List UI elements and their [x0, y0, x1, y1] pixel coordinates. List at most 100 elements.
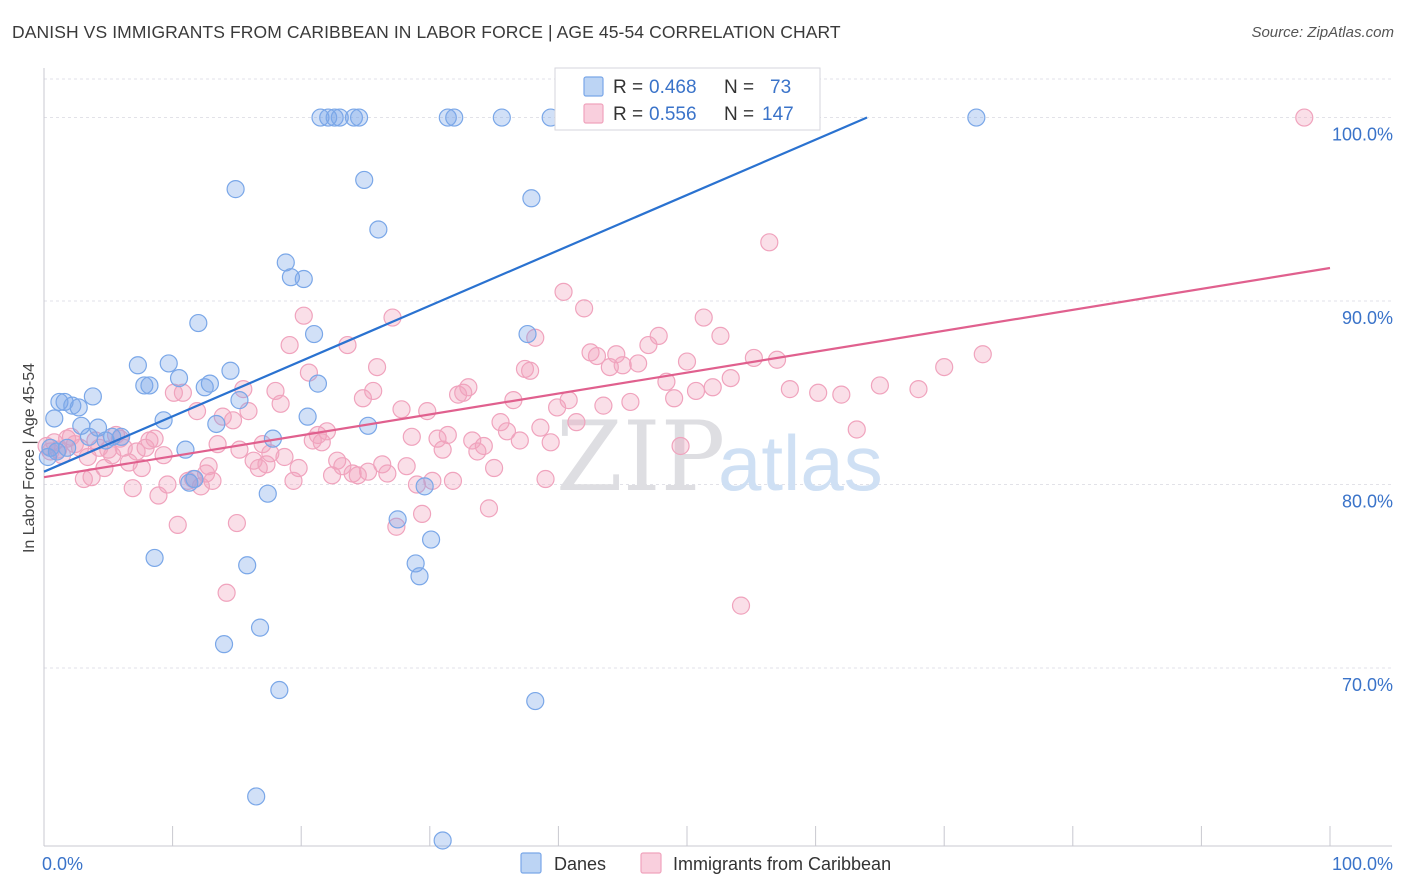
danes-point: [230, 391, 249, 410]
caribbean-point: [367, 357, 387, 377]
caribbean-point: [275, 447, 294, 467]
caribbean-point: [703, 378, 722, 397]
caribbean-point: [154, 446, 173, 465]
caribbean-point: [686, 381, 706, 401]
caribbean-r-value: 0.556: [649, 104, 697, 125]
caribbean-point: [521, 361, 540, 380]
danes-point: [63, 396, 82, 415]
danes-point: [349, 108, 369, 127]
caribbean-point: [353, 389, 373, 408]
y-tick-label: 100.0%: [1332, 125, 1393, 145]
legend-caribbean-swatch: [640, 852, 662, 874]
caribbean-swatch: [583, 103, 604, 124]
caribbean-point: [731, 596, 751, 615]
danes-point: [325, 108, 344, 127]
caribbean-point: [832, 385, 851, 404]
caribbean-point: [158, 475, 177, 494]
caribbean-point: [510, 431, 529, 450]
trendlines: [43, 116, 1331, 479]
danes-point: [247, 787, 266, 806]
danes-point: [69, 398, 88, 417]
caribbean-point: [280, 335, 299, 355]
caribbean-point: [348, 466, 367, 485]
caribbean-point: [485, 458, 504, 478]
legend-caribbean-label: Immigrants from Caribbean: [673, 854, 891, 874]
legend-danes-swatch: [520, 852, 542, 874]
caribbean-point: [402, 427, 421, 446]
caribbean-point: [261, 444, 280, 463]
danes-point: [221, 361, 240, 380]
caribbean-point: [639, 335, 658, 355]
caribbean-point: [575, 299, 594, 318]
caribbean-point: [257, 455, 276, 474]
caribbean-point: [387, 517, 406, 536]
caribbean-point: [364, 381, 383, 401]
danes-r-label: R =: [613, 77, 643, 98]
caribbean-point: [497, 422, 517, 441]
y-axis-label: In Labor Force | Age 45-54: [21, 363, 38, 553]
caribbean-point: [909, 380, 928, 399]
caribbean-point: [677, 352, 697, 371]
caribbean-point: [629, 354, 648, 373]
caribbean-point: [721, 368, 740, 388]
caribbean-point: [613, 356, 632, 375]
caribbean-point: [541, 433, 560, 452]
danes-point: [83, 387, 102, 406]
x-tick-label-max: 100.0%: [1332, 854, 1393, 874]
danes-r-value: 0.468: [649, 77, 697, 98]
caribbean-point: [671, 436, 690, 456]
danes-point: [298, 407, 317, 426]
danes-point: [967, 108, 986, 127]
caribbean-point: [199, 457, 218, 476]
danes-point: [145, 548, 164, 568]
caribbean-point: [127, 442, 146, 461]
danes-point: [47, 442, 66, 461]
danes-n-label: N =: [724, 77, 754, 98]
x-axis-ticks: [43, 826, 1331, 846]
caribbean-point: [378, 464, 397, 483]
danes-point: [135, 376, 154, 395]
danes-point: [344, 108, 364, 127]
danes-point: [433, 831, 452, 850]
x-tick-labels: 0.0% 100.0%: [42, 854, 1393, 874]
caribbean-point: [373, 455, 392, 474]
caribbean-point: [474, 436, 493, 456]
y-tick-label: 80.0%: [1342, 492, 1393, 512]
danes-point: [200, 374, 219, 393]
caribbean-point: [397, 457, 416, 476]
danes-point: [410, 567, 429, 586]
danes-point: [522, 189, 541, 208]
danes-point: [388, 510, 407, 529]
danes-point: [438, 108, 457, 127]
caribbean-point: [438, 425, 457, 445]
caribbean-point: [780, 380, 799, 399]
caribbean-point: [213, 407, 232, 426]
danes-point: [169, 368, 189, 388]
y-tick-labels: 100.0% 90.0% 80.0% 70.0%: [1332, 125, 1393, 695]
caribbean-point: [935, 357, 954, 377]
caribbean-point: [463, 431, 482, 450]
danes-point: [492, 108, 511, 127]
caribbean-point: [649, 326, 668, 345]
caribbean-point: [271, 394, 290, 413]
caribbean-trendline: [43, 266, 1331, 479]
caribbean-point: [312, 433, 331, 452]
caribbean-point: [454, 383, 473, 402]
danes-point: [189, 313, 208, 333]
caribbean-point: [973, 345, 992, 364]
caribbean-point: [303, 431, 322, 450]
caribbean-point: [443, 471, 463, 490]
caribbean-point: [328, 451, 347, 470]
watermark: ZIP atlas: [556, 401, 883, 513]
source-attribution: Source: ZipAtlas.com: [1251, 24, 1394, 41]
danes-point: [140, 376, 159, 395]
caribbean-point: [694, 308, 713, 327]
grid-lines: [44, 78, 1392, 669]
caribbean-point: [428, 429, 447, 448]
caribbean-point: [554, 282, 573, 301]
stats-legend: R = 0.468 N = 73 R = 0.556 N = 147: [554, 67, 821, 131]
caribbean-point: [479, 499, 499, 518]
caribbean-point: [132, 458, 151, 478]
caribbean-point: [744, 348, 763, 368]
caribbean-point: [358, 462, 378, 481]
